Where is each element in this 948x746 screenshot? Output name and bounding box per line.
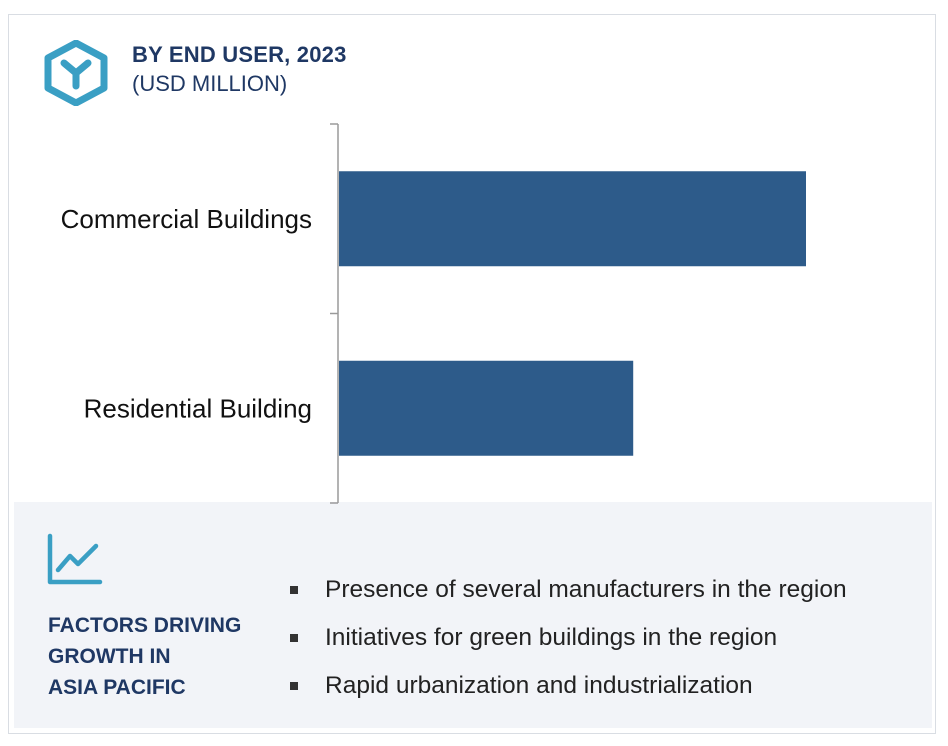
category-labels: Commercial Buildings Residential Building	[61, 204, 312, 424]
bar	[339, 171, 806, 267]
factors-title: FACTORS DRIVING GROWTH IN ASIA PACIFIC	[48, 610, 268, 703]
category-axis	[330, 123, 339, 504]
factor-item: Presence of several manufacturers in the…	[290, 566, 847, 614]
bar	[339, 360, 634, 456]
bullet-square-icon	[290, 634, 298, 642]
factors-panel	[14, 502, 932, 728]
factors-title-line: ASIA PACIFIC	[48, 676, 186, 699]
factor-text: Initiatives for green buildings in the r…	[325, 624, 778, 651]
chart-title: BY END USER, 2023	[132, 42, 347, 67]
bullet-square-icon	[290, 586, 298, 594]
bullet-square-icon	[290, 682, 298, 690]
factor-text: Presence of several manufacturers in the…	[325, 576, 847, 603]
factors-title-line: FACTORS DRIVING	[48, 614, 242, 637]
category-label: Residential Building	[84, 393, 312, 423]
line-chart-trend-icon	[47, 533, 103, 585]
factor-text: Rapid urbanization and industrialization	[325, 672, 753, 699]
factors-list: Presence of several manufacturers in the…	[290, 566, 847, 710]
factor-item: Initiatives for green buildings in the r…	[290, 614, 847, 662]
factor-item: Rapid urbanization and industrialization	[290, 662, 847, 710]
bars-group	[339, 171, 806, 456]
hexagon-y-logo-icon	[44, 40, 108, 106]
category-label: Commercial Buildings	[61, 204, 312, 234]
chart-subtitle: (USD MILLION)	[132, 71, 288, 96]
factors-title-line: GROWTH IN	[48, 645, 171, 668]
